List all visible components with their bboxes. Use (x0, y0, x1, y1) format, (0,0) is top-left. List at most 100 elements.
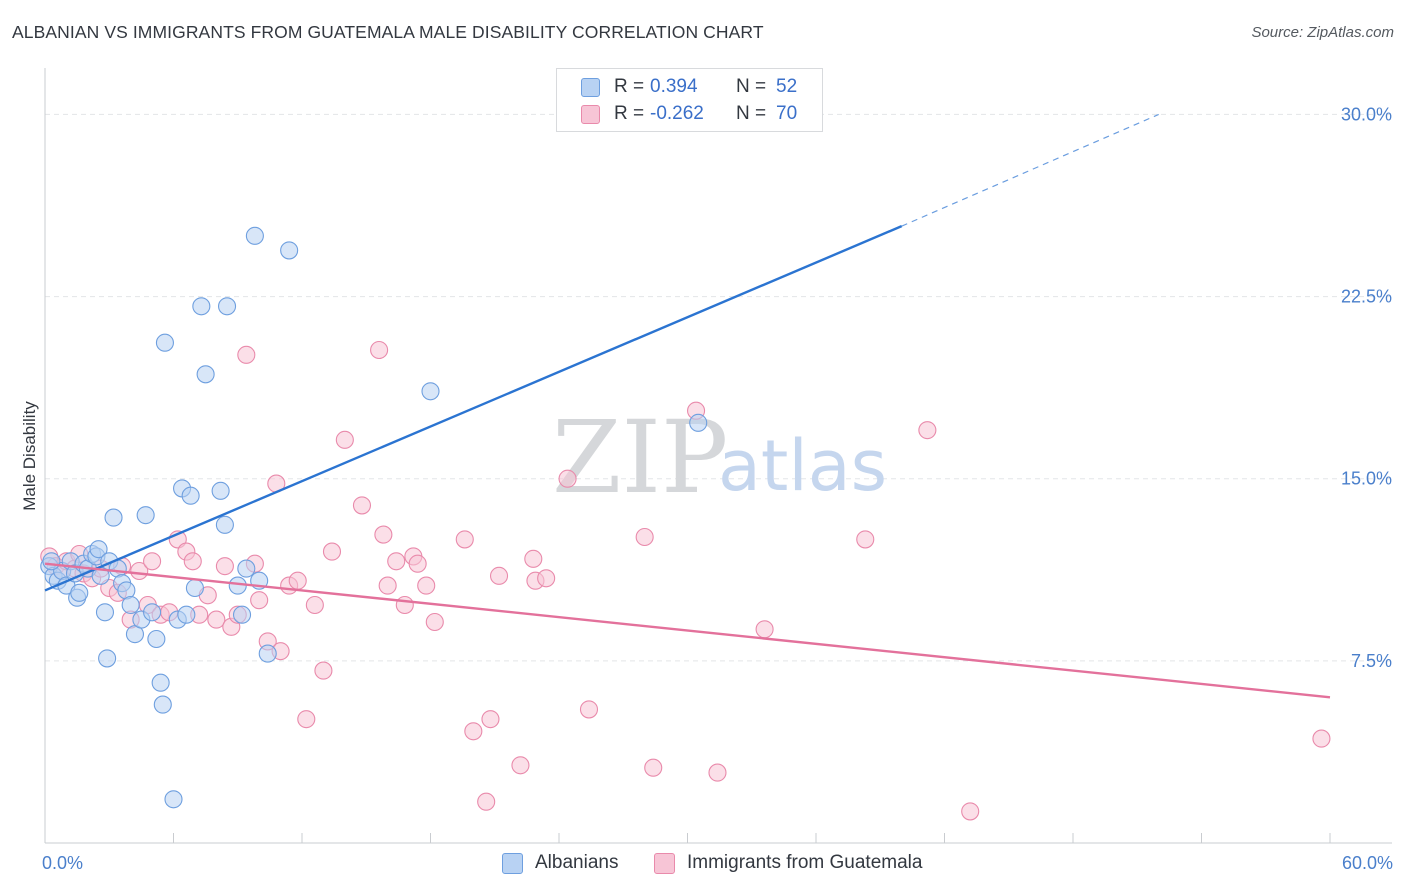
guatemala-point (335, 430, 354, 449)
x-tick-label: 60.0% (1342, 853, 1393, 873)
n-value: 70 (776, 103, 798, 124)
guatemala-point (481, 710, 500, 729)
guatemala-point (297, 710, 316, 729)
guatemala-point (352, 496, 372, 515)
guatemala-point (395, 595, 414, 615)
watermark-atlas: atlas (718, 425, 887, 507)
albanians-legend-swatch (502, 852, 523, 874)
albanian-point (95, 603, 115, 622)
albanian-point (421, 382, 440, 401)
series-legend: Albanians Immigrants from Guatemala (0, 852, 1406, 878)
source-credit: Source: ZipAtlas.com (1251, 24, 1394, 41)
legend-row-guatemala: R = -0.262 N = 70 (581, 101, 797, 127)
guatemala-point (237, 345, 256, 364)
albanian-point (280, 241, 299, 260)
y-tick-label: 22.5% (1341, 287, 1392, 307)
guatemala-point (378, 576, 397, 595)
x-tick-label: 0.0% (42, 853, 83, 873)
guatemala-point (558, 469, 577, 488)
albanian-point (185, 578, 204, 598)
guatemala-point (511, 756, 530, 775)
guatemala-point (918, 421, 937, 440)
albanian-point (89, 540, 108, 559)
n-value: 52 (776, 76, 798, 97)
guatemala-legend-swatch (654, 852, 675, 874)
guatemala-point (524, 549, 543, 568)
guatemala-point (130, 561, 149, 581)
albanian-point (155, 333, 174, 352)
albanian-point (211, 481, 230, 500)
albanian-point (70, 583, 89, 602)
guatemala-point (708, 763, 727, 782)
albanian-point (153, 695, 172, 714)
r-label: R = (614, 103, 645, 124)
guatemala-swatch (581, 104, 600, 124)
albanian-point (258, 644, 277, 663)
guatemala-point (143, 552, 162, 571)
trend-lines (44, 113, 1331, 699)
albanian-point (232, 605, 252, 624)
y-tick-label: 7.5% (1351, 651, 1392, 671)
albanian-point (196, 365, 215, 384)
r-label: R = (614, 76, 645, 97)
guatemala-point (322, 542, 342, 561)
guatemala-point (314, 661, 333, 680)
albanian-point (143, 603, 162, 622)
y-axis-label: Male Disability (20, 401, 39, 511)
guatemala-trend-line (44, 562, 1331, 699)
albanian-point (42, 552, 61, 571)
albanian-point (181, 486, 200, 505)
guatemala-point (579, 700, 599, 719)
legend-label-albanians: Albanians (535, 852, 619, 873)
guatemala-point (961, 802, 980, 821)
albanian-point (151, 673, 170, 692)
albanian-point (177, 605, 196, 624)
albanian-point (192, 297, 211, 316)
albanian-point (104, 508, 123, 527)
correlation-legend: R = 0.394 N = 52 R = -0.262 N = 70 (556, 68, 823, 132)
guatemala-point (374, 525, 393, 544)
n-label: N = (736, 103, 767, 124)
chart-title: ALBANIAN VS IMMIGRANTS FROM GUATEMALA MA… (12, 22, 764, 42)
y-tick-label: 15.0% (1341, 469, 1392, 489)
legend-label-guatemala: Immigrants from Guatemala (687, 852, 923, 873)
guatemala-point (635, 527, 654, 547)
guatemala-point (489, 566, 509, 585)
albanian-point (689, 413, 708, 432)
guatemala-point (215, 557, 234, 576)
legend-row-albanians: R = 0.394 N = 52 (581, 74, 797, 100)
guatemala-point (408, 554, 427, 573)
n-label: N = (736, 76, 767, 97)
guatemala-point (856, 530, 875, 549)
guatemala-point (455, 530, 474, 549)
guatemala-point (1312, 729, 1331, 748)
guatemala-point (387, 552, 406, 571)
guatemala-point (477, 792, 496, 811)
albanian-point (237, 559, 256, 578)
guatemala-point (417, 576, 436, 595)
guatemala-point (537, 569, 556, 588)
albanians-swatch (581, 77, 600, 97)
guatemala-point (370, 340, 389, 360)
grid-lines (45, 113, 1392, 662)
legend-item-guatemala: Immigrants from Guatemala (654, 852, 922, 874)
albanian-trend-line (44, 225, 903, 592)
guatemala-point (183, 552, 202, 571)
albanian-point (98, 649, 117, 668)
guatemala-point (464, 722, 483, 741)
tick-labels: 7.5% 15.0% 22.5% 30.0% 0.0% 60.0% (42, 104, 1393, 873)
guatemala-point (644, 758, 663, 777)
albanian-point (147, 629, 166, 649)
guatemala-point (755, 620, 774, 639)
guatemala-point (250, 591, 269, 610)
y-tick-label: 30.0% (1341, 104, 1392, 124)
guatemala-point (207, 610, 226, 629)
axes (44, 68, 1392, 844)
r-value: -0.262 (650, 103, 704, 124)
albanian-trend-extension (901, 113, 1159, 227)
r-value: 0.394 (650, 76, 698, 97)
legend-item-albanians: Albanians (502, 852, 618, 874)
guatemala-point (425, 612, 444, 632)
albanian-point (121, 595, 140, 615)
